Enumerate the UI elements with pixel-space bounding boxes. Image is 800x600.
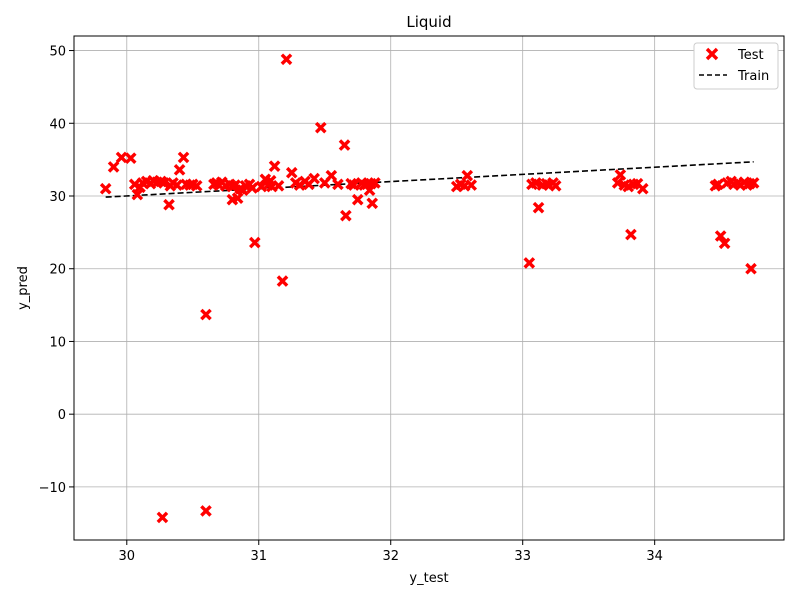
test-point [340, 209, 352, 222]
legend-train-label: Train [737, 69, 769, 84]
test-point [200, 308, 212, 321]
test-point [124, 152, 137, 164]
test-point [712, 178, 724, 191]
test-point [157, 177, 170, 189]
y-tick-label: 20 [49, 263, 66, 278]
legend-test-marker [705, 47, 719, 61]
test-point [246, 182, 258, 194]
test-point [461, 169, 474, 182]
test-point [625, 228, 637, 241]
test-point [177, 151, 190, 164]
test-point [115, 151, 128, 164]
test-point [163, 198, 175, 211]
test-point [131, 188, 144, 201]
y-tick-label: 10 [49, 335, 66, 350]
legend: Test Train [693, 42, 779, 90]
grid [74, 36, 784, 540]
plot-frame [73, 35, 785, 541]
test-series [99, 53, 760, 524]
test-point [636, 182, 649, 195]
test-point [173, 164, 186, 176]
test-point [614, 169, 627, 181]
test-point [347, 179, 360, 191]
test-point [268, 160, 281, 172]
test-point [280, 53, 293, 66]
test-point [351, 193, 364, 206]
y-tick-label: −10 [39, 481, 66, 496]
test-point [366, 197, 379, 210]
test-point [231, 192, 244, 204]
test-point [314, 121, 327, 134]
test-point [532, 201, 545, 214]
y-tick-label: 30 [49, 190, 66, 205]
y-axis-title: y_pred [16, 266, 31, 310]
test-point [745, 262, 757, 275]
x-tick-label: 31 [250, 549, 267, 564]
test-point [308, 172, 320, 185]
x-axis-title: y_test [409, 571, 448, 586]
test-point [338, 139, 351, 151]
y-tick-label: 50 [49, 45, 66, 60]
test-point [549, 180, 562, 192]
test-point [276, 275, 289, 287]
test-point [99, 182, 112, 195]
test-point [156, 511, 169, 524]
legend-test-label: Test [737, 48, 764, 63]
train-series [105, 161, 754, 198]
chart-title: Liquid [406, 13, 451, 31]
test-point [523, 257, 536, 269]
train-line [105, 161, 754, 198]
test-point [747, 177, 760, 189]
y-tick-label: 40 [49, 117, 66, 132]
test-point [332, 178, 344, 191]
test-point [718, 237, 731, 250]
test-point [190, 180, 203, 192]
test-point [248, 236, 261, 249]
legend-box [693, 42, 779, 90]
test-point [714, 230, 727, 242]
test-point [285, 166, 298, 179]
x-tick-label: 33 [514, 549, 531, 564]
test-point [465, 179, 478, 191]
axis-ticks: 30 31 32 33 34 −10 0 10 20 30 40 50 [39, 45, 663, 564]
y-tick-label: 0 [58, 408, 66, 423]
test-point [107, 161, 120, 173]
x-tick-label: 34 [646, 549, 663, 564]
test-point [369, 177, 381, 189]
x-tick-label: 32 [382, 549, 399, 564]
test-point [171, 179, 183, 191]
test-point [272, 180, 285, 192]
x-tick-label: 30 [119, 549, 136, 564]
test-point [200, 505, 212, 517]
